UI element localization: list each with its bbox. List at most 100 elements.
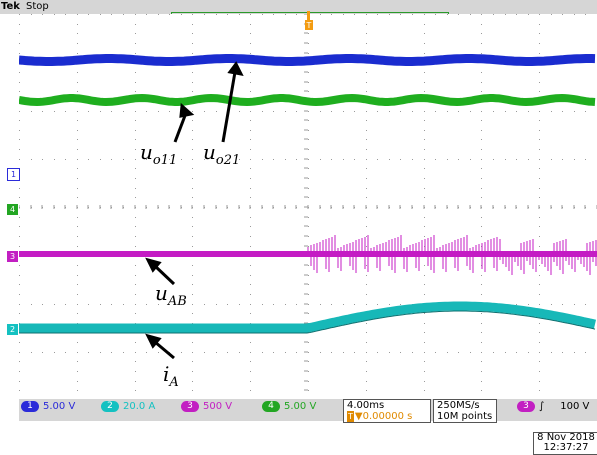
- grid-dot: [250, 139, 251, 140]
- grid-dot: [19, 53, 20, 54]
- grid-dot: [424, 120, 425, 121]
- grid-dot: [400, 159, 401, 160]
- grid-dot: [343, 111, 344, 112]
- grid-dot: [77, 294, 78, 295]
- grid-dot: [366, 236, 367, 237]
- grid-dot: [331, 111, 332, 112]
- channel-2-readout[interactable]: 2 20.0 A: [101, 400, 155, 413]
- grid-dot: [308, 352, 309, 353]
- grid-dot: [424, 168, 425, 169]
- grid-dot: [516, 352, 517, 353]
- grid-dot: [250, 265, 251, 266]
- grid-dot: [250, 72, 251, 73]
- grid-dot: [354, 159, 355, 160]
- grid-dot: [250, 159, 251, 160]
- datetime-readout: 8 Nov 2018 12:37:27: [533, 432, 597, 455]
- grid-dot: [262, 159, 263, 160]
- grid-dot: [227, 14, 228, 15]
- channel-1-marker[interactable]: 1: [7, 168, 20, 181]
- channel-2-scale: 20.0 A: [123, 401, 156, 412]
- grid-dot: [424, 284, 425, 285]
- grid-dot: [135, 14, 136, 15]
- grid-dot: [481, 217, 482, 218]
- grid-dot: [65, 111, 66, 112]
- grid-dot: [366, 149, 367, 150]
- arrow-uo21: [221, 71, 237, 143]
- grid-dot: [285, 352, 286, 353]
- grid-dot: [308, 313, 309, 314]
- grid-dot: [320, 159, 321, 160]
- trigger-marker-label: T: [306, 21, 312, 30]
- grid-dot: [19, 342, 20, 343]
- grid-dot: [424, 24, 425, 25]
- grid-dot: [227, 352, 228, 353]
- grid-dot: [481, 371, 482, 372]
- grid-dot: [135, 159, 136, 160]
- grid-dot: [528, 14, 529, 15]
- grid-dot: [308, 294, 309, 295]
- channel-3-readout[interactable]: 3 500 V: [181, 400, 232, 413]
- grid-dot: [31, 159, 32, 160]
- grid-dot: [424, 188, 425, 189]
- grid-dot: [216, 111, 217, 112]
- trigger-pos-icon: T: [347, 411, 354, 422]
- channel-1-readout[interactable]: 1 5.00 V: [21, 400, 75, 413]
- grid-dot: [481, 43, 482, 44]
- channel-2-badge: 2: [101, 400, 119, 412]
- channel-4-readout[interactable]: 4 5.00 V: [262, 400, 316, 413]
- grid-dot: [135, 217, 136, 218]
- grid-dot: [250, 217, 251, 218]
- grid-dot: [135, 33, 136, 34]
- grid-dot: [539, 236, 540, 237]
- grid-dot: [308, 91, 309, 92]
- grid-dot: [481, 361, 482, 362]
- channel-4-marker[interactable]: 4: [7, 204, 18, 215]
- grid-dot: [366, 246, 367, 247]
- grid-dot: [135, 149, 136, 150]
- grid-dot: [77, 130, 78, 131]
- grid-dot: [481, 226, 482, 227]
- grid-dot: [77, 159, 78, 160]
- grid-dot: [424, 72, 425, 73]
- grid-dot: [308, 226, 309, 227]
- grid-dot: [192, 197, 193, 198]
- grid-dot: [19, 371, 20, 372]
- grid-dot: [135, 226, 136, 227]
- grid-dot: [42, 304, 43, 305]
- grid-dot: [366, 371, 367, 372]
- grid-dot: [481, 188, 482, 189]
- grid-dot: [77, 168, 78, 169]
- grid-dot: [539, 188, 540, 189]
- grid-dot: [77, 43, 78, 44]
- grid-dot: [320, 304, 321, 305]
- trigger-readout[interactable]: 3 ∫ 100 V: [517, 400, 597, 413]
- grid-dot: [424, 294, 425, 295]
- grid-dot: [192, 284, 193, 285]
- grid-dot: [192, 14, 193, 15]
- grid-dot: [65, 159, 66, 160]
- grid-dot: [308, 33, 309, 34]
- grid-dot: [204, 111, 205, 112]
- grid-dot: [481, 168, 482, 169]
- grid-dot: [481, 139, 482, 140]
- grid-dot: [424, 313, 425, 314]
- grid-dot: [250, 304, 251, 305]
- grid-dot: [389, 304, 390, 305]
- grid-dot: [366, 294, 367, 295]
- grid-dot: [135, 197, 136, 198]
- channel-2-marker[interactable]: 2: [7, 324, 18, 335]
- arrow-uo11: [173, 112, 188, 143]
- channel-3-marker[interactable]: 3: [7, 251, 18, 262]
- grid-dot: [192, 275, 193, 276]
- grid-dot: [227, 304, 228, 305]
- grid-dot: [551, 14, 552, 15]
- grid-dot: [19, 236, 20, 237]
- grid-dot: [539, 332, 540, 333]
- timebase-readout[interactable]: 4.00ms T ▼0.00000 s: [343, 399, 431, 423]
- grid-dot: [308, 188, 309, 189]
- grid-dot: [539, 390, 540, 391]
- grid-dot: [250, 120, 251, 121]
- grid-dot: [192, 352, 193, 353]
- acquisition-readout[interactable]: 250MS/s 10M points: [433, 399, 497, 423]
- grid-dot: [435, 159, 436, 160]
